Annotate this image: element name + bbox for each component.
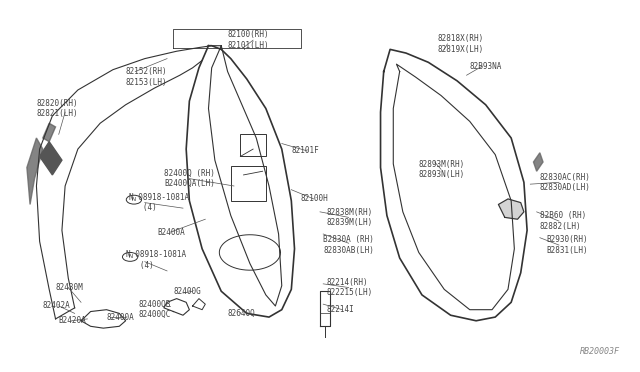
Text: 82430M: 82430M (56, 283, 83, 292)
Bar (231, 166, 266, 201)
Text: B2930(RH)
B2831(LH): B2930(RH) B2831(LH) (546, 235, 588, 255)
Text: N 08918-1081A
   (4): N 08918-1081A (4) (129, 193, 189, 212)
Text: 82893M(RH)
82893N(LH): 82893M(RH) 82893N(LH) (419, 160, 465, 179)
Text: 82830AC(RH)
82830AD(LH): 82830AC(RH) 82830AD(LH) (540, 173, 591, 192)
Text: B2830A (RH)
82830AB(LH): B2830A (RH) 82830AB(LH) (323, 235, 374, 255)
Text: 82400QB
82400QC: 82400QB 82400QC (138, 300, 171, 320)
Text: 82100(RH)
82101(LH): 82100(RH) 82101(LH) (228, 31, 269, 50)
Text: 82400G: 82400G (173, 287, 201, 296)
Text: N 08918-1081A
   (4): N 08918-1081A (4) (125, 250, 186, 270)
Text: 82100H: 82100H (301, 195, 328, 203)
Text: 82B60 (RH)
82882(LH): 82B60 (RH) 82882(LH) (540, 211, 586, 231)
Text: 82402A: 82402A (43, 301, 70, 311)
Text: 82101F: 82101F (291, 147, 319, 155)
Polygon shape (534, 153, 543, 171)
Bar (241, 134, 266, 157)
Text: 82400Q (RH)
B2400QA(LH): 82400Q (RH) B2400QA(LH) (164, 169, 215, 188)
Text: 82818X(RH)
82819X(LH): 82818X(RH) 82819X(LH) (438, 34, 484, 54)
Text: B2420A: B2420A (59, 316, 86, 325)
Polygon shape (27, 138, 43, 205)
Text: B2400A: B2400A (157, 228, 185, 237)
Text: 82152(RH)
82153(LH): 82152(RH) 82153(LH) (125, 67, 167, 87)
Text: 82214(RH)
822215(LH): 82214(RH) 822215(LH) (326, 278, 372, 297)
Text: RB20003F: RB20003F (579, 347, 620, 356)
Text: 82400A: 82400A (106, 312, 134, 321)
Text: 82640Q: 82640Q (228, 309, 255, 318)
Text: 82838M(RH)
82839M(LH): 82838M(RH) 82839M(LH) (326, 208, 372, 227)
Text: N: N (128, 254, 132, 259)
Text: 82B93NA: 82B93NA (470, 61, 502, 71)
Polygon shape (43, 123, 56, 142)
Text: N: N (132, 197, 136, 202)
Text: 82820(RH)
82821(LH): 82820(RH) 82821(LH) (36, 99, 78, 118)
Text: 82214I: 82214I (326, 305, 354, 314)
Polygon shape (40, 142, 62, 175)
Polygon shape (499, 199, 524, 219)
